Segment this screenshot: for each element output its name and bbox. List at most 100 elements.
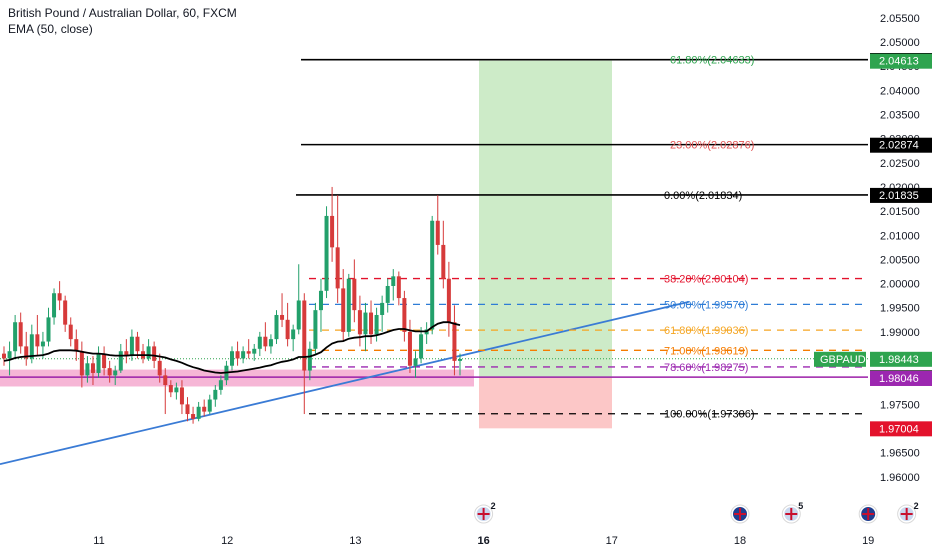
candle-body xyxy=(435,220,440,245)
candle-body xyxy=(452,322,457,361)
time-axis-tick: 18 xyxy=(734,535,746,547)
time-axis-tick: 19 xyxy=(862,535,874,547)
candle-body xyxy=(46,317,51,342)
candle-body xyxy=(218,380,223,390)
fib-level-label: 100.00%(1.97306) xyxy=(664,409,755,421)
price-axis-tick: 2.02500 xyxy=(880,158,920,170)
candle-body xyxy=(157,360,162,376)
time-axis-tick: 13 xyxy=(349,535,361,547)
candle-body xyxy=(102,353,107,369)
candle-body xyxy=(118,351,123,371)
candle-body xyxy=(235,351,240,359)
price-axis-label xyxy=(870,351,932,367)
australia-flag-event-icon xyxy=(730,504,750,524)
candle-body xyxy=(68,324,73,340)
candle-body xyxy=(385,285,390,303)
fib-level-label: 61.80%(2.04633) xyxy=(670,55,754,67)
candle-body xyxy=(458,358,462,361)
candle-body xyxy=(2,353,6,359)
candle-body xyxy=(363,312,368,335)
candle-body xyxy=(341,288,346,332)
candle-body xyxy=(246,351,251,354)
candle-body xyxy=(52,293,57,318)
candle-body xyxy=(135,336,140,352)
candle-body xyxy=(307,348,312,371)
price-axis-tick: 1.96000 xyxy=(880,472,920,484)
candle-body xyxy=(441,244,446,279)
fib-level-label: 71.00%(1.98619) xyxy=(664,345,748,357)
candle-body xyxy=(163,375,168,386)
candle-body xyxy=(446,278,451,323)
candle-body xyxy=(213,389,218,400)
candle-body xyxy=(18,322,23,347)
candle-body xyxy=(107,368,112,376)
chart-title: British Pound / Australian Dollar, 60, F… xyxy=(8,6,237,20)
price-axis-tick: 2.01000 xyxy=(880,230,920,242)
price-axis-label xyxy=(870,137,932,153)
candle-body xyxy=(380,302,385,315)
candle-body xyxy=(63,300,68,325)
candle-body xyxy=(113,370,118,376)
candle-body xyxy=(207,399,212,412)
candle-body xyxy=(391,276,396,286)
uk-flag-event-icon xyxy=(474,504,494,524)
event-badge: 5 xyxy=(798,501,803,511)
price-axis-tick: 2.05000 xyxy=(880,37,920,49)
fib-level-label: 0.00%(2.01834) xyxy=(664,190,742,202)
candle-body xyxy=(29,334,34,359)
support-zone xyxy=(0,369,474,387)
fib-level-label: 38.20%(2.00104) xyxy=(664,274,748,286)
symbol-tag xyxy=(814,351,866,367)
time-axis-tick: 16 xyxy=(477,535,489,547)
price-axis-tick: 1.97500 xyxy=(880,399,920,411)
time-axis-tick: 11 xyxy=(93,535,104,547)
candle-body xyxy=(419,334,424,359)
candle-body xyxy=(413,358,418,366)
fib-level-label: 23.00%(2.02876) xyxy=(670,140,754,152)
ema-line xyxy=(3,321,461,374)
candle-body xyxy=(257,336,262,349)
candle-body xyxy=(230,351,234,366)
candle-body xyxy=(430,220,435,330)
candle-body xyxy=(146,346,151,359)
candle-body xyxy=(352,278,357,311)
candle-body xyxy=(202,406,207,412)
candle-body xyxy=(296,300,301,330)
candle-body xyxy=(285,319,290,340)
candle-body xyxy=(263,336,268,347)
event-badge: 2 xyxy=(491,501,496,511)
candle-body xyxy=(7,351,12,359)
candle-body xyxy=(330,215,335,248)
candle-body xyxy=(96,353,101,373)
candle-body xyxy=(74,339,79,352)
candle-body xyxy=(185,404,190,415)
symbol-tag-text: GBPAUD xyxy=(820,354,866,366)
price-axis-label xyxy=(870,421,932,437)
fib-level-label: 50.00%(1.99570) xyxy=(664,299,748,311)
price-axis-label xyxy=(870,370,932,386)
candle-body xyxy=(129,336,134,357)
candle-body xyxy=(274,314,279,340)
candle-body xyxy=(302,300,307,371)
price-axis-label-text: 2.01835 xyxy=(879,190,919,202)
candle-body xyxy=(291,329,296,340)
candle-body xyxy=(402,298,407,332)
candle-body xyxy=(124,351,129,357)
australia-flag-event-icon xyxy=(858,504,878,524)
price-axis-tick: 2.00500 xyxy=(880,254,920,266)
candle-body xyxy=(396,276,401,299)
price-axis-label-text: 2.04613 xyxy=(879,56,919,68)
candle-body xyxy=(152,346,157,361)
loss-zone xyxy=(479,377,612,429)
candle-body xyxy=(346,278,351,332)
price-axis-tick: 2.04000 xyxy=(880,85,920,97)
candle-body xyxy=(179,387,184,405)
price-axis-tick: 2.00000 xyxy=(880,279,920,291)
candle-body xyxy=(35,334,40,347)
price-axis-tick: 2.05500 xyxy=(880,13,920,25)
indicator-legend: EMA (50, close) xyxy=(8,22,93,36)
price-axis-tick: 1.96500 xyxy=(880,448,920,460)
candle-body xyxy=(85,363,90,376)
candle-body xyxy=(357,310,362,335)
